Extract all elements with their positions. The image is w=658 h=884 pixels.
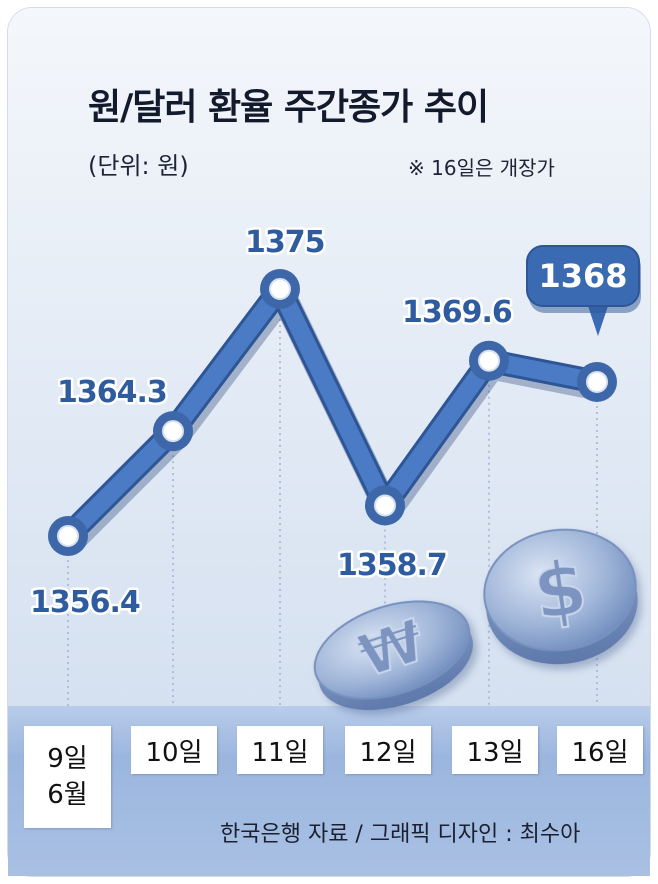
opening-price-note: ※ 16일은 개장가 (408, 156, 555, 180)
date-box-9: 9일 6월 (24, 726, 111, 828)
data-point (478, 349, 500, 372)
value-label: 1364.3 (57, 375, 167, 410)
data-points (48, 269, 617, 556)
date-strip (8, 706, 650, 876)
data-point (586, 370, 608, 393)
month-label: 6월 (47, 780, 88, 810)
won-coin-icon: ₩ (313, 600, 473, 711)
callout-box (526, 245, 640, 307)
chart-title: 원/달러 환율 주간종가 추이 (88, 87, 489, 128)
value-label: 1375 (245, 225, 325, 260)
coins: ₩ $ (313, 528, 638, 711)
data-point (269, 278, 291, 300)
callout-bubble: 1368 (526, 245, 641, 336)
value-labels: 1356.4 1364.3 1375 1358.7 1369.6 (28, 223, 516, 623)
unit-label: (단위: 원) (88, 152, 189, 180)
date-box-13: 13일 (452, 726, 538, 774)
series-line (56, 277, 613, 555)
data-point (57, 525, 79, 547)
date-box-12: 12일 (345, 726, 431, 774)
x-tick-label: 9일 (47, 744, 88, 774)
callout-pointer (588, 306, 608, 336)
data-point (374, 494, 396, 517)
value-label: 1356.4 (30, 585, 140, 620)
date-box-10: 10일 (131, 726, 217, 774)
value-label: 1369.6 (402, 295, 512, 330)
source-credit: 한국은행 자료 / 그래픽 디자인 : 최수아 (220, 822, 581, 847)
dollar-coin-icon: $ (483, 528, 638, 665)
x-tick-label: 10일 (145, 737, 203, 768)
svg-text:$: $ (528, 542, 593, 637)
data-point (162, 420, 184, 443)
x-tick-label: 12일 (359, 737, 417, 768)
series-line-main (59, 280, 606, 545)
value-label: 1358.7 (337, 548, 447, 583)
callout-value-label: 1368 (538, 257, 627, 295)
x-tick-label: 16일 (571, 737, 629, 768)
date-box-16: 16일 (557, 726, 643, 774)
x-tick-label: 13일 (466, 737, 524, 768)
x-tick-label: 11일 (251, 737, 309, 768)
date-box-11: 11일 (237, 726, 323, 774)
